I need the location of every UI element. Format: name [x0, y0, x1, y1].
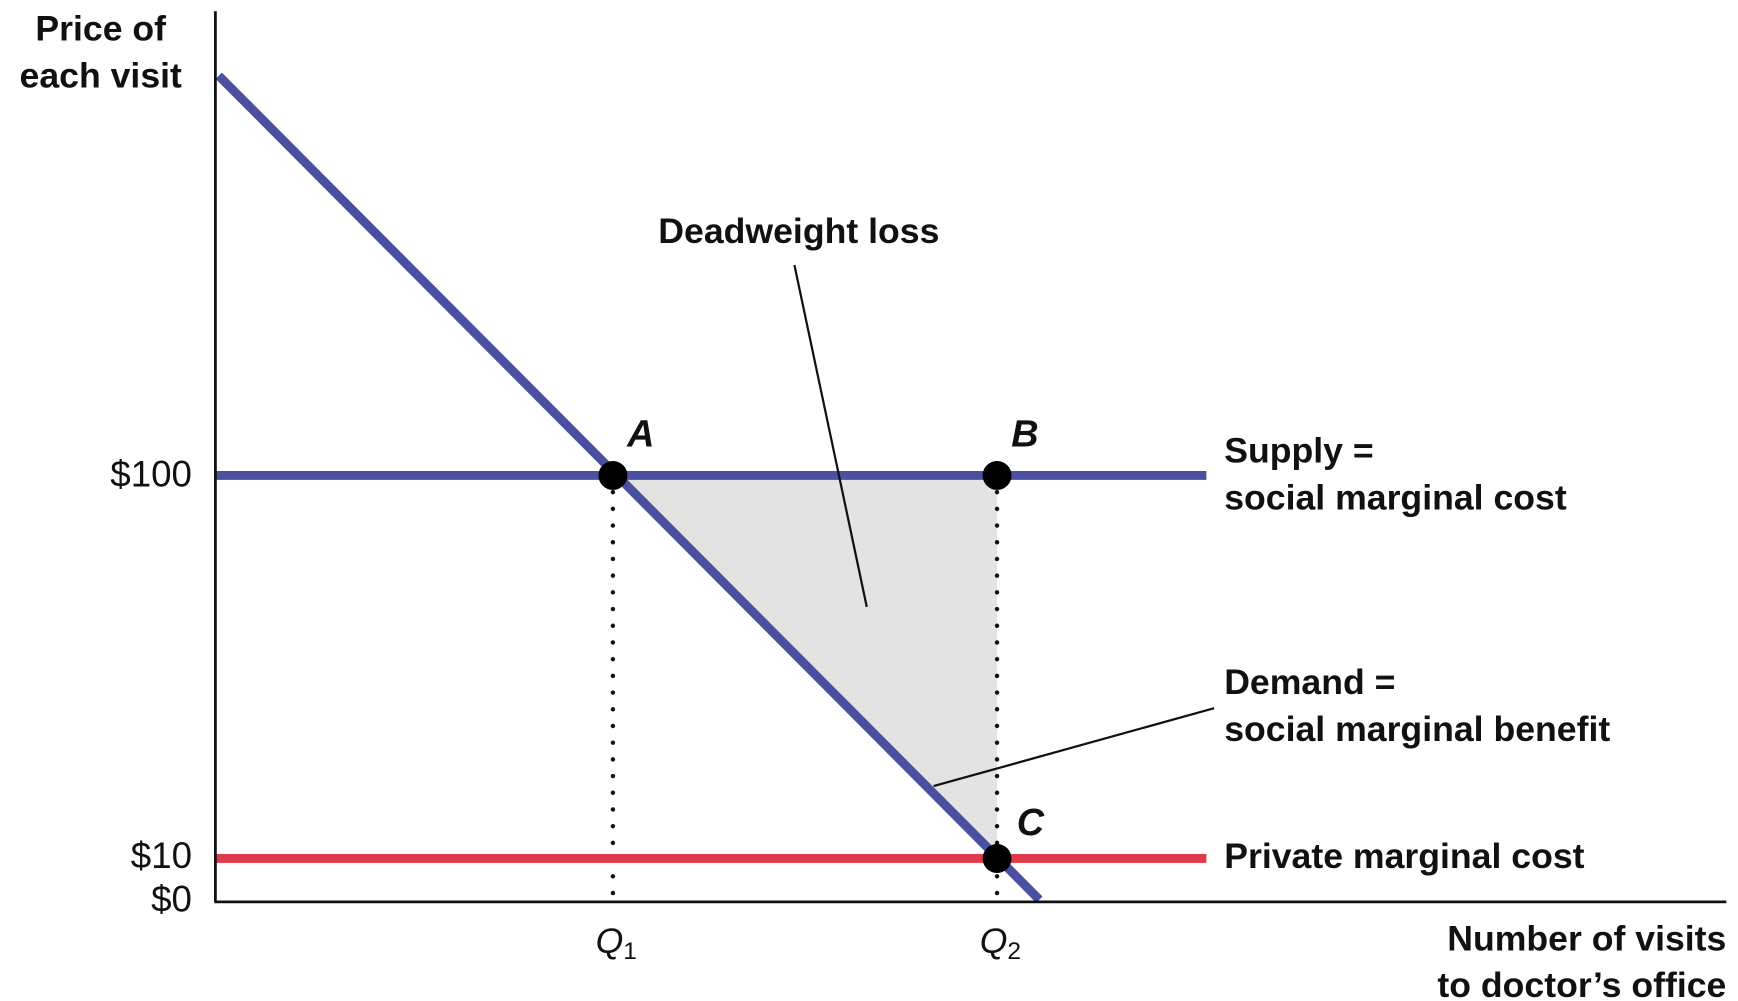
- y-axis-label: Price of: [35, 9, 166, 49]
- y-tick-label: $0: [151, 879, 192, 920]
- x-tick-label: Q2: [980, 922, 1021, 966]
- point-label: A: [626, 413, 654, 455]
- curve-label: social marginal cost: [1224, 477, 1567, 517]
- curve-label: Demand =: [1224, 662, 1395, 702]
- y-tick-label: $10: [131, 835, 192, 876]
- curve-label: social marginal benefit: [1224, 709, 1610, 749]
- point: [982, 844, 1012, 873]
- leader-line: [933, 707, 1215, 788]
- point: [982, 460, 1012, 490]
- x-axis-label: to doctor’s office: [1437, 965, 1726, 1001]
- leader-line: [793, 264, 868, 608]
- y-tick-label: $100: [110, 453, 192, 494]
- annotation: Deadweight loss: [658, 211, 939, 251]
- y-axis-label: each visit: [20, 55, 183, 95]
- point: [598, 460, 628, 490]
- x-tick-label: Q1: [596, 922, 637, 966]
- demand-line: [215, 72, 1043, 903]
- point-label: B: [1011, 413, 1038, 455]
- point-label: C: [1017, 802, 1045, 844]
- curve-label: Supply =: [1224, 431, 1373, 471]
- x-axis-label: Number of visits: [1447, 918, 1726, 958]
- curve-label: Private marginal cost: [1224, 836, 1584, 876]
